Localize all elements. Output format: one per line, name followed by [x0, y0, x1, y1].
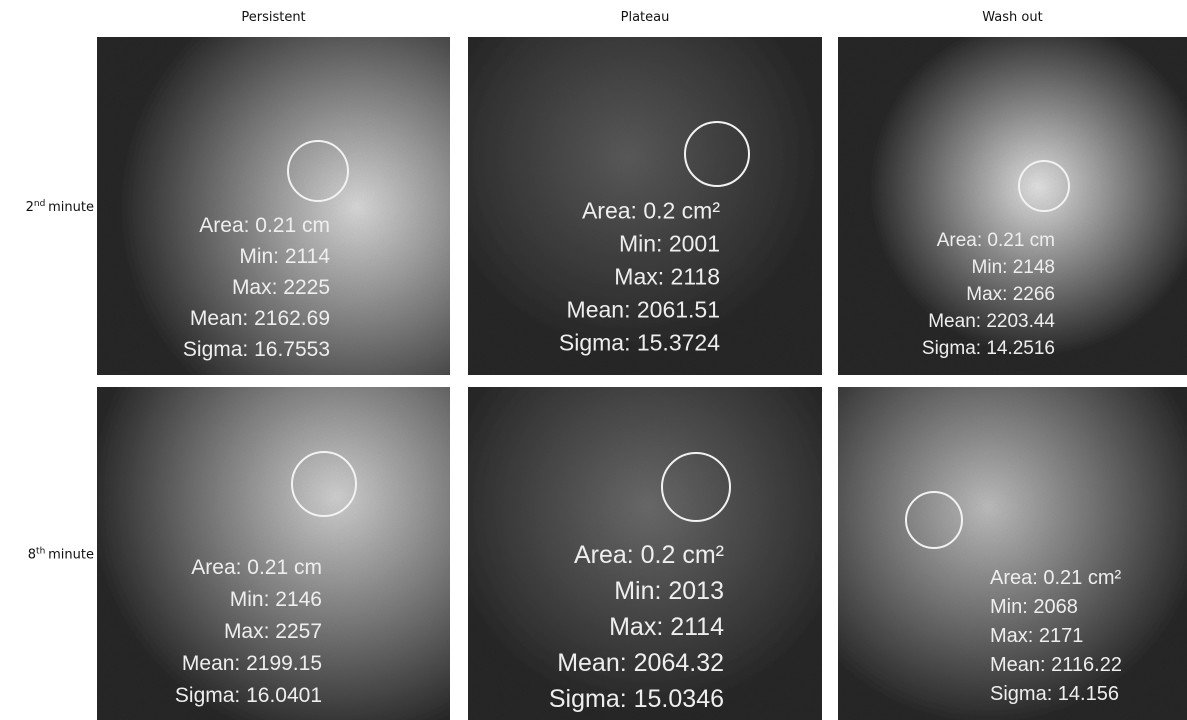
measurement-text: Sigma: 15.0346: [549, 685, 724, 713]
measurement-text: Sigma: 15.3724: [559, 329, 720, 355]
measurement-text: Max: 2114: [609, 613, 724, 641]
measurement-text: Min: 2068: [990, 596, 1078, 618]
measurement-text: Area: 0.21 cm²: [990, 567, 1122, 589]
measurement-text: Min: 2146: [230, 588, 322, 611]
measurement-text: Area: 0.21 cm: [937, 230, 1055, 251]
measurement-text: Max: 2266: [966, 284, 1055, 305]
row-label-num: 2: [26, 200, 34, 215]
measurement-text: Mean: 2064.32: [557, 649, 724, 677]
row-label-text: minute: [48, 200, 94, 215]
image-panel: Area: 0.21 cm Min: 2114 Max: 2225 Mean: 216…: [97, 37, 450, 375]
measurement-text: Min: 2114: [239, 245, 330, 268]
measurement-text: Max: 2118: [614, 263, 720, 289]
column-header: Persistent: [241, 10, 305, 25]
image-panel: Area: 0.21 cm Min: 2146 Max: 2257 Mean: 219…: [97, 387, 450, 720]
image-panel: Area: 0.21 cm Min: 2148 Max: 2266 Mean: 220…: [838, 37, 1187, 375]
measurement-text: Min: 2013: [614, 577, 724, 605]
row-label: 2nd minute: [26, 199, 94, 215]
measurement-text: Area: 0.2 cm²: [582, 197, 720, 223]
measurement-text: Mean: 2203.44: [928, 311, 1055, 332]
column-header: Plateau: [621, 10, 670, 25]
measurement-text: Min: 2001: [619, 230, 720, 256]
measurement-text: Max: 2171: [990, 625, 1083, 647]
row-label-text: minute: [48, 548, 94, 563]
image-panel: Area: 0.2 cm² Min: 2001 Max: 2118 Mean: 206…: [468, 37, 822, 375]
measurement-text: Area: 0.21 cm: [191, 556, 322, 579]
measurement-text: Area: 0.21 cm: [199, 214, 330, 237]
measurement-text: Min: 2148: [972, 257, 1055, 278]
measurement-text: Sigma: 14.2516: [922, 338, 1055, 359]
image-panel: Area: 0.21 cm² Min: 2068 Max: 2171 Mean: 21…: [838, 387, 1187, 720]
row-label: 8th minute: [28, 547, 94, 563]
measurement-text: Mean: 2116.22: [990, 654, 1122, 676]
row-label-num: 8: [28, 548, 36, 563]
measurement-text: Sigma: 16.7553: [183, 338, 330, 361]
image-panel: Area: 0.2 cm² Min: 2013 Max: 2114 Mean: 206…: [468, 387, 822, 720]
row-label-sup: th: [36, 547, 48, 557]
measurement-text: Max: 2257: [224, 620, 322, 643]
measurement-text: Sigma: 16.0401: [175, 684, 322, 707]
row-label-sup: nd: [34, 199, 48, 209]
measurement-text: Mean: 2061.51: [567, 296, 720, 322]
measurement-text: Max: 2225: [232, 276, 330, 299]
figure: PersistentPlateauWash out2nd minuteArea:…: [0, 0, 1187, 720]
column-header: Wash out: [982, 10, 1042, 25]
measurement-text: Mean: 2199.15: [182, 652, 322, 675]
measurement-text: Area: 0.2 cm²: [574, 541, 724, 569]
measurement-text: Mean: 2162.69: [190, 307, 330, 330]
measurement-text: Sigma: 14.156: [990, 683, 1119, 705]
